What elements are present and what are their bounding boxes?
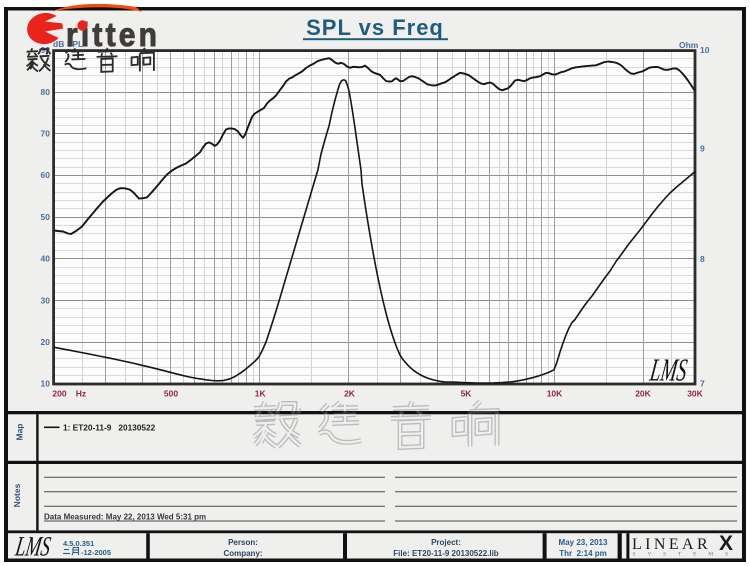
svg-text:X: X [719,532,733,555]
svg-text:10: 10 [41,379,51,389]
svg-text:500: 500 [164,389,178,399]
svg-text:Person:: Person: [228,538,258,547]
svg-text:1: ET20-11-9 20130522: 1: ET20-11-9 20130522 [63,422,156,432]
svg-text:Company:: Company: [223,549,262,558]
svg-text:90: 90 [41,45,51,55]
svg-text:20K: 20K [635,389,651,399]
svg-text:20: 20 [41,337,51,347]
svg-text:May 23, 2013: May 23, 2013 [559,538,608,547]
svg-text:4.5.0.351: 4.5.0.351 [63,539,94,548]
svg-text:LINEAR: LINEAR [632,536,711,553]
svg-text:File: ET20-11-9 20130522.lib: File: ET20-11-9 20130522.lib [393,549,499,558]
svg-text:2K: 2K [344,389,356,399]
svg-text:7: 7 [700,379,705,389]
svg-text:10: 10 [700,45,710,55]
svg-text:80: 80 [41,87,51,97]
svg-text:LMS: LMS [13,532,53,563]
svg-text:Map: Map [15,424,25,441]
svg-text:40: 40 [41,254,51,264]
svg-text:70: 70 [41,129,51,139]
svg-text:Thr 2:14 pm: Thr 2:14 pm [559,549,607,558]
svg-text:50: 50 [41,212,51,222]
svg-text:8: 8 [700,254,705,264]
svg-text:Data Measured: May 22, 2013 W: Data Measured: May 22, 2013 Wed 5:31 pm [44,513,206,522]
svg-text:5K: 5K [461,389,473,399]
svg-text:LMS: LMS [647,352,689,388]
svg-text:Hz: Hz [76,389,86,399]
svg-text:SYSTEMS: SYSTEMS [633,552,740,558]
svg-text:SPL vs Freq: SPL vs Freq [306,15,444,40]
svg-text:dB SPL: dB SPL [53,39,83,49]
svg-text:Project:: Project: [431,538,461,547]
svg-text:200: 200 [52,389,66,399]
svg-text:-12-2005: -12-2005 [81,548,111,557]
svg-text:30K: 30K [687,389,703,399]
svg-text:10K: 10K [547,389,563,399]
svg-text:1K: 1K [255,389,267,399]
svg-text:Notes: Notes [12,483,22,507]
svg-text:ritten: ritten [66,15,160,53]
svg-text:60: 60 [41,170,51,180]
svg-text:30: 30 [41,295,51,305]
svg-text:9: 9 [700,144,705,154]
svg-text:Ohm: Ohm [679,40,699,50]
